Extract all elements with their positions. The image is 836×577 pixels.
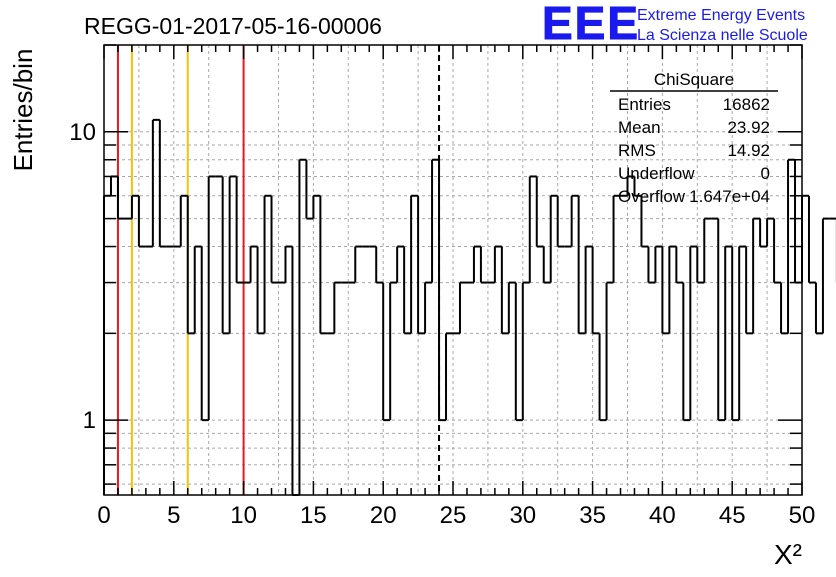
x-tick-label: 10 <box>230 502 257 529</box>
plot-axes: 0 5 10 15 20 25 30 35 40 45 50 1 10 <box>69 44 816 529</box>
x-tick-label: 45 <box>719 502 746 529</box>
stats-box-title: ChiSquare <box>654 70 734 89</box>
eee-logo: EEE Extreme Energy Events La Scienza nel… <box>542 0 808 50</box>
x-tick-label: 5 <box>167 502 180 529</box>
y-tick-label: 1 <box>83 407 96 434</box>
stats-label-overflow: Overflow <box>618 187 686 206</box>
x-tick-label: 25 <box>440 502 467 529</box>
stats-box: ChiSquare Entries 16862 Mean 23.92 RMS 1… <box>610 70 778 206</box>
x-tick-label: 0 <box>97 502 110 529</box>
stats-label-mean: Mean <box>618 118 661 137</box>
eee-logo-mark: EEE <box>542 0 640 49</box>
histogram-title: REGG-01-2017-05-16-00006 <box>84 13 382 39</box>
x-axis-label: X² <box>774 539 802 570</box>
x-tick-label: 35 <box>579 502 606 529</box>
stats-value-entries: 16862 <box>723 95 770 114</box>
y-axis-label: Entries/bin <box>8 49 38 172</box>
stats-label-entries: Entries <box>618 95 671 114</box>
x-tick-label: 20 <box>370 502 397 529</box>
stats-value-underflow: 0 <box>761 164 770 183</box>
stats-value-rms: 14.92 <box>727 141 770 160</box>
stats-value-mean: 23.92 <box>727 118 770 137</box>
stats-label-rms: RMS <box>618 141 656 160</box>
y-tick-label: 10 <box>69 119 96 146</box>
org-name-line2: La Scienza nelle Scuole <box>637 27 808 44</box>
stats-value-overflow: 1.647e+04 <box>689 187 770 206</box>
stats-label-underflow: Underflow <box>618 164 695 183</box>
x-tick-label: 30 <box>509 502 536 529</box>
org-name-line1: Extreme Energy Events <box>637 7 805 24</box>
x-tick-label: 15 <box>300 502 327 529</box>
x-tick-label: 40 <box>649 502 676 529</box>
x-tick-label: 50 <box>789 502 816 529</box>
